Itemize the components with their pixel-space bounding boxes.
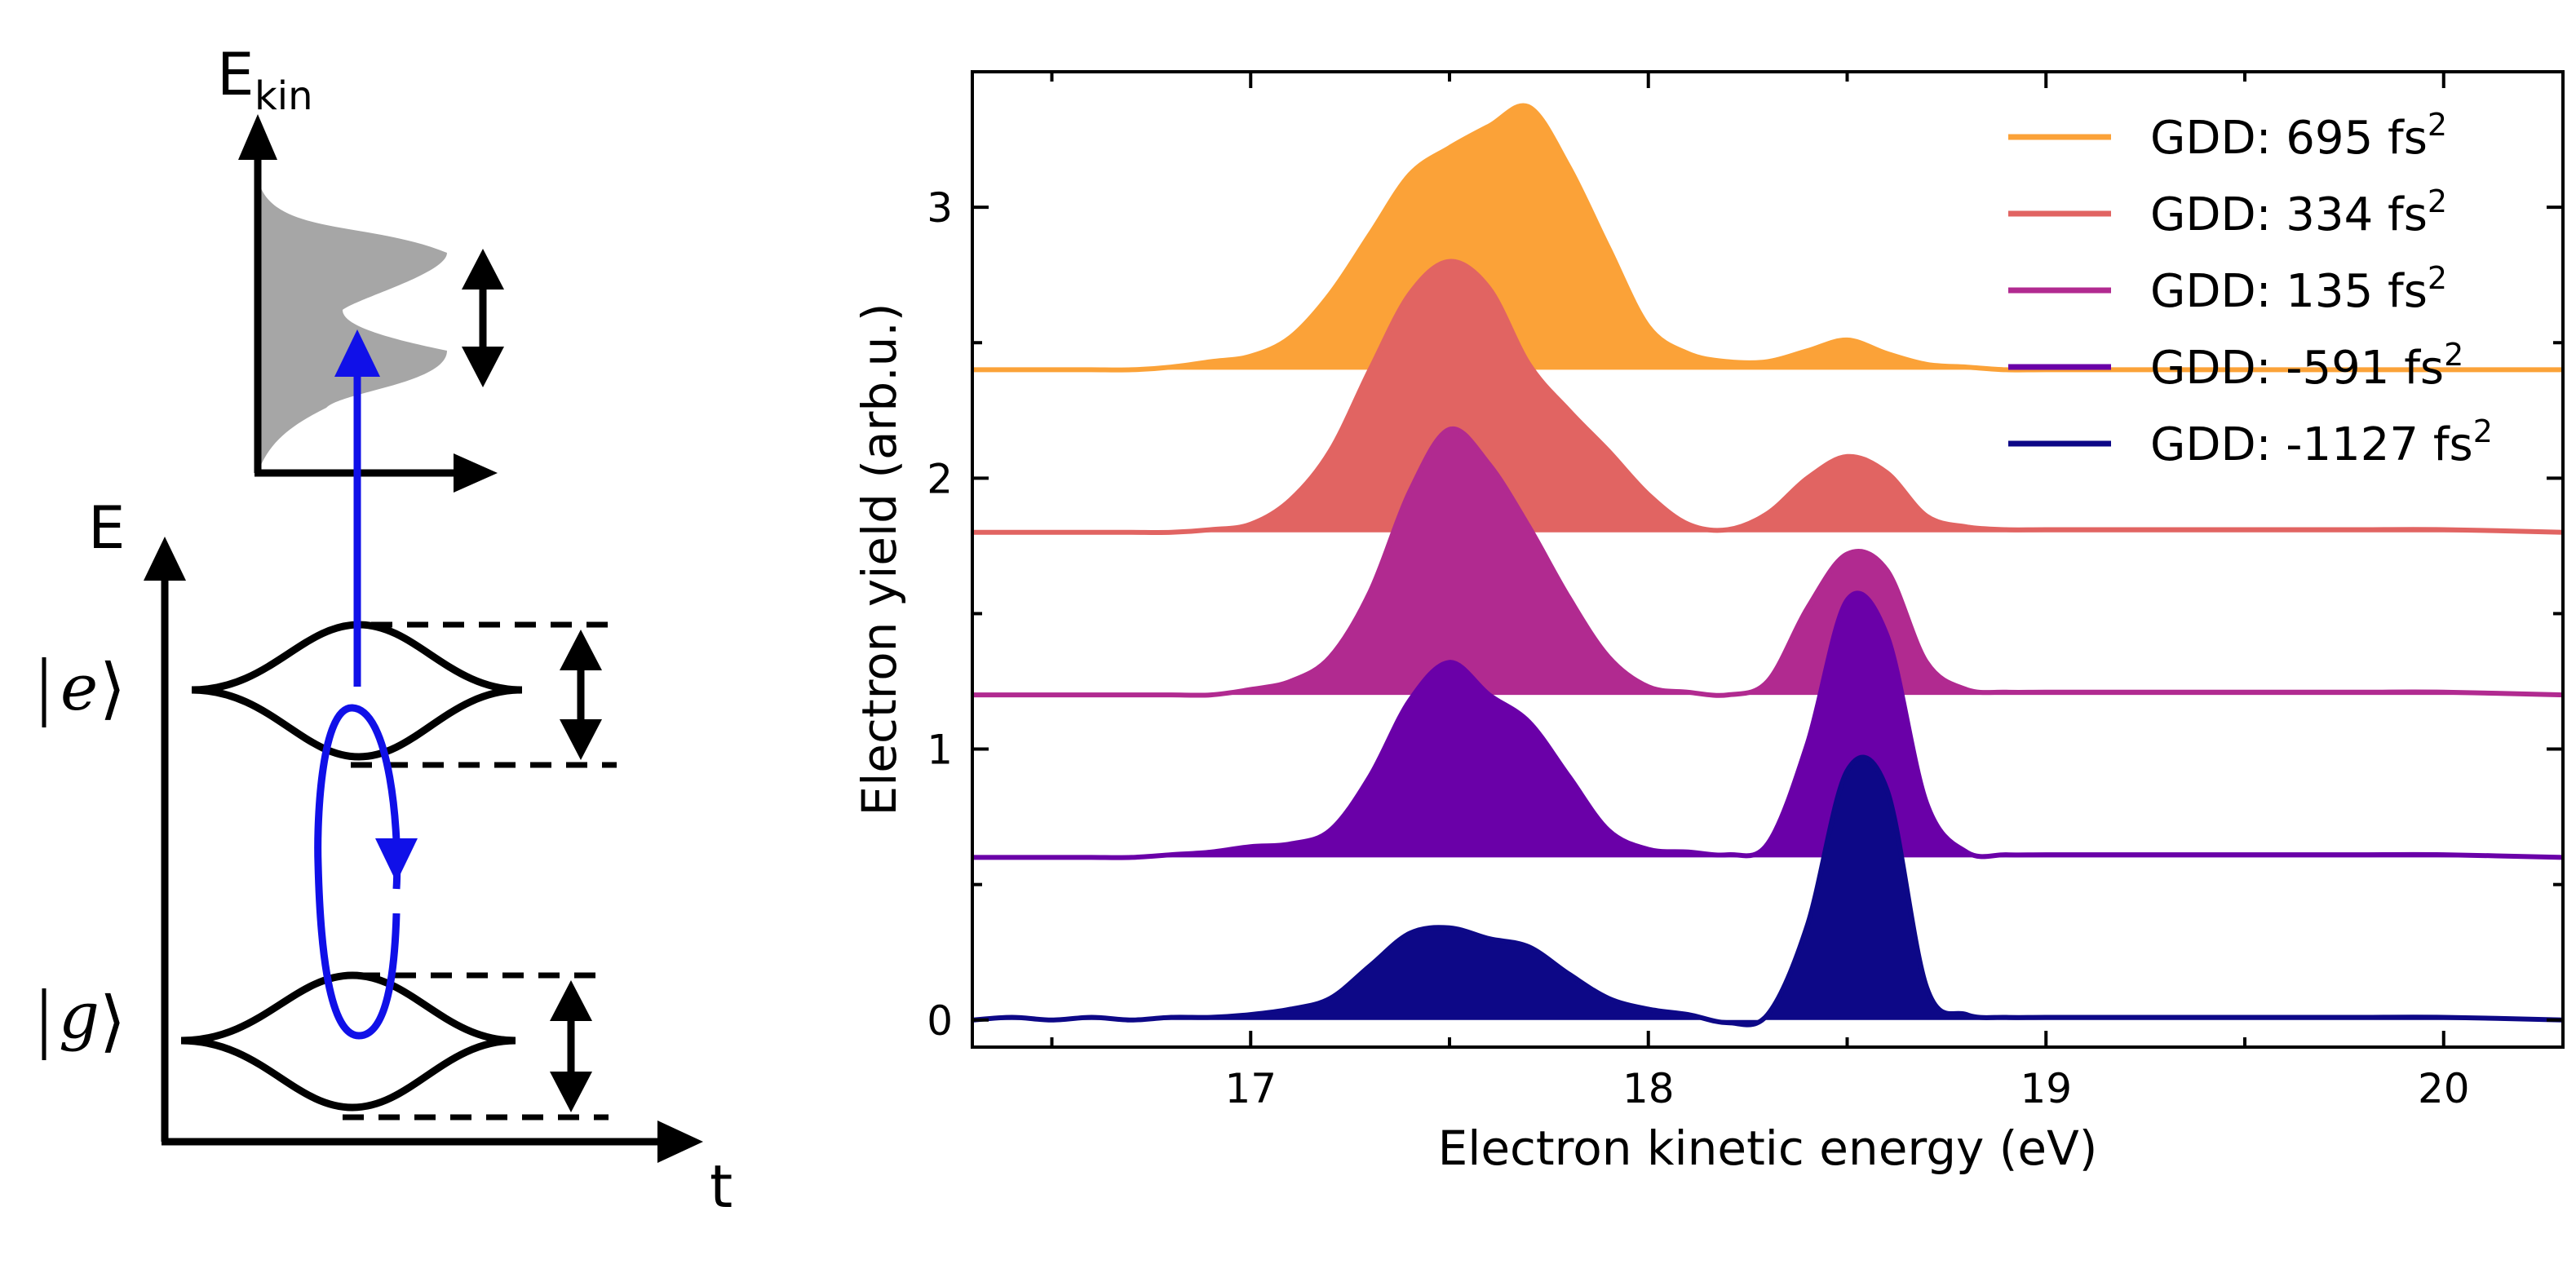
ekin-axis-subscript: kin <box>255 73 313 119</box>
x-tick-label: 19 <box>2020 1065 2072 1112</box>
series-line-4 <box>972 754 2564 1028</box>
series-line-3 <box>972 590 2564 860</box>
ekin-spectrum: E kin <box>217 40 504 493</box>
y-tick-label: 1 <box>927 727 953 774</box>
svg-text:⟩: ⟩ <box>100 983 126 1060</box>
y-axis-label: Electron yield (arb.u.) <box>852 303 907 816</box>
x-tick-label: 18 <box>1622 1065 1675 1112</box>
ekin-axis-arrowhead-up <box>238 114 277 160</box>
legend-entry-0: GDD: 695 fs2 <box>2150 107 2447 165</box>
tick-layer: 17 18 19 20 0 1 2 3 <box>927 72 2563 1112</box>
excited-state-label: e ⟩ <box>42 650 126 727</box>
x-tick-label: 17 <box>1224 1065 1277 1112</box>
series-area-0 <box>972 105 2563 370</box>
series-line-2 <box>972 426 2564 698</box>
ground-state-arrowhead-top <box>550 980 592 1021</box>
ekin-axis-label: E <box>217 40 255 108</box>
plot-frame <box>971 70 2565 1049</box>
blue-transitions <box>314 329 418 1040</box>
energy-axis-label: E <box>88 493 126 562</box>
ekin-splitting-arrowhead-top <box>462 249 504 290</box>
ground-state-arrowhead-bottom <box>550 1072 592 1112</box>
y-tick-label: 3 <box>927 184 953 232</box>
energy-time-axes: E t <box>88 493 733 1221</box>
time-axis-label: t <box>710 1152 733 1221</box>
y-tick-label: 0 <box>927 997 953 1045</box>
rabi-cycle-loop <box>314 704 401 1040</box>
series-line-0 <box>972 103 2563 373</box>
x-tick-label: 20 <box>2418 1065 2470 1112</box>
excited-state-lower-curve <box>191 686 523 761</box>
ground-state-label: g ⟩ <box>42 979 126 1060</box>
series-layer <box>972 103 2564 1028</box>
ekin-axis-arrowhead-right <box>454 453 498 493</box>
series-line-1 <box>972 259 2564 536</box>
series-area-4 <box>972 757 2563 1025</box>
series-area-2 <box>972 428 2563 696</box>
energy-axis-arrowhead <box>144 537 186 581</box>
legend-entry-2: GDD: 135 fs2 <box>2150 260 2447 318</box>
excited-state-level: e ⟩ <box>42 621 617 768</box>
svg-text:e: e <box>60 652 98 725</box>
ground-state-level: g ⟩ <box>42 971 609 1121</box>
x-axis-label: Electron kinetic energy (eV) <box>1438 1121 2098 1176</box>
spectra-chart: 17 18 19 20 0 1 2 3 Electron kinetic energy (eV… <box>852 70 2565 1176</box>
svg-text:⟩: ⟩ <box>100 650 126 727</box>
svg-text:g: g <box>59 979 100 1053</box>
legend-entry-4: GDD: -1127 fs2 <box>2150 413 2493 471</box>
ground-state-upper-curve <box>180 971 516 1045</box>
schematic-panel: E kin E t e ⟩ <box>42 40 733 1221</box>
series-area-1 <box>972 261 2563 533</box>
ground-state-lower-curve <box>180 1037 516 1112</box>
ionization-arrowhead <box>334 329 380 377</box>
series-area-3 <box>972 593 2563 858</box>
excited-state-arrowhead-bottom <box>560 719 602 760</box>
legend-entry-3: GDD: -591 fs2 <box>2150 337 2463 395</box>
excited-state-arrowhead-top <box>560 630 602 670</box>
y-tick-label: 2 <box>927 455 953 502</box>
time-axis-arrowhead <box>657 1121 703 1163</box>
rabi-cycle-arrowhead <box>375 838 418 882</box>
ekin-splitting-arrowhead-bottom <box>462 347 504 387</box>
legend-entry-1: GDD: 334 fs2 <box>2150 183 2447 241</box>
ekin-distribution-shape <box>258 178 447 473</box>
legend: GDD: 695 fs2 GDD: 334 fs2 GDD: 135 fs2 GDD:… <box>2008 107 2493 471</box>
